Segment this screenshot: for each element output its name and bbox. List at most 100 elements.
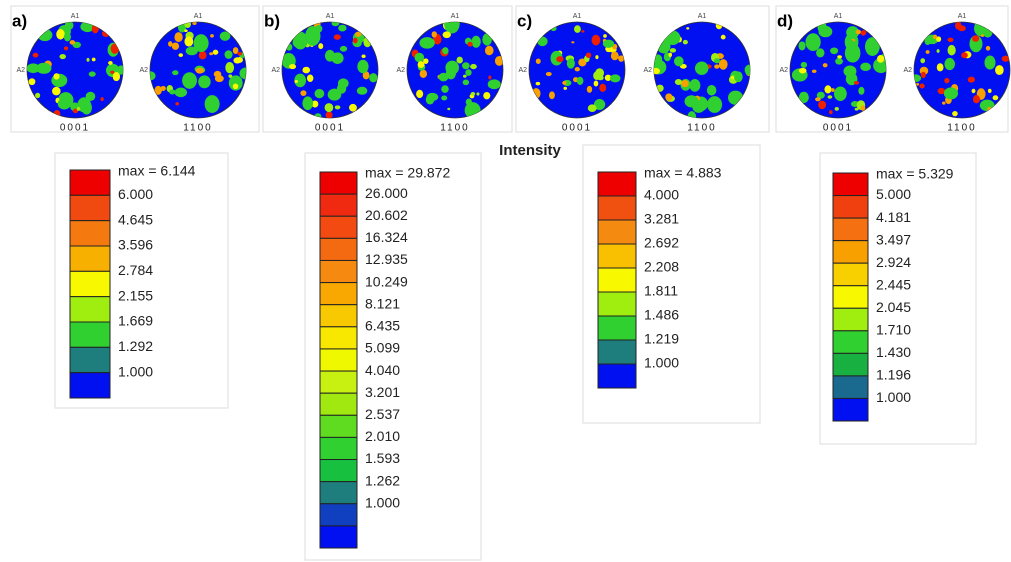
- texture-blob: [873, 57, 886, 74]
- level-label: 1.593: [365, 450, 400, 466]
- texture-blob: [937, 87, 946, 95]
- texture-blob: [593, 99, 606, 111]
- color-box: [69, 270, 111, 298]
- texture-blob: [288, 63, 297, 70]
- texture-blob: [920, 58, 926, 64]
- axis-label: A1: [958, 13, 967, 20]
- texture-blob: [618, 55, 625, 62]
- panel-label: d): [777, 11, 793, 30]
- texture-blob: [465, 69, 472, 76]
- texture-blob: [53, 73, 60, 80]
- texture: [791, 22, 886, 115]
- texture-blob: [419, 37, 435, 49]
- pole-figure-name: 1100: [947, 123, 977, 134]
- color-box: [319, 392, 358, 416]
- texture-blob: [943, 87, 959, 100]
- texture-blob: [578, 58, 587, 67]
- color-box: [319, 525, 358, 549]
- color-box: [69, 245, 111, 272]
- color-box: [319, 304, 358, 328]
- color-box: [319, 503, 358, 527]
- texture-blob: [305, 25, 321, 46]
- texture-blob: [947, 44, 956, 56]
- texture-blob: [865, 37, 880, 56]
- texture-blob: [936, 36, 942, 42]
- texture-blob: [302, 66, 311, 74]
- texture-blob: [972, 95, 980, 104]
- texture-blob: [720, 34, 726, 40]
- texture-blob: [185, 46, 198, 56]
- level-label: 4.040: [365, 362, 400, 378]
- texture-blob: [426, 92, 439, 102]
- texture-blob: [318, 43, 324, 50]
- texture-blob: [63, 32, 71, 42]
- texture-blob: [979, 99, 995, 112]
- texture-blob: [942, 101, 946, 105]
- texture-blob: [59, 53, 66, 60]
- axis-label: A1: [326, 13, 335, 20]
- color-box: [319, 459, 358, 483]
- texture-blob: [470, 91, 476, 96]
- pole-figure-name: 0001: [315, 123, 345, 134]
- color-box: [319, 259, 358, 284]
- texture-blob: [193, 34, 209, 52]
- texture-blob: [232, 83, 239, 90]
- color-box: [597, 339, 637, 365]
- texture-blob: [483, 91, 491, 100]
- texture-blob: [416, 89, 424, 99]
- texture-blob: [595, 55, 599, 60]
- texture-blob: [357, 59, 369, 74]
- texture-blob: [815, 97, 821, 102]
- texture-blob: [713, 58, 721, 64]
- texture-blob: [86, 57, 90, 62]
- texture-blob: [233, 57, 242, 64]
- color-box: [69, 296, 111, 323]
- level-label: 8.121: [365, 295, 400, 311]
- texture-blob: [576, 76, 584, 85]
- texture-blob: [314, 113, 322, 118]
- texture-blob: [860, 62, 872, 72]
- texture-blob: [665, 30, 681, 45]
- texture-blob: [566, 58, 575, 69]
- level-label: 2.692: [644, 235, 679, 251]
- color-box: [69, 321, 111, 348]
- texture-blob: [171, 42, 180, 50]
- level-label: 4.645: [118, 211, 153, 227]
- panel-frame: [515, 5, 770, 133]
- texture-blob: [574, 25, 581, 33]
- pole-figure-name: 1100: [183, 123, 213, 134]
- texture-blob: [818, 100, 827, 110]
- texture-blob: [63, 46, 69, 51]
- texture-blob: [150, 71, 156, 81]
- texture-blob: [816, 91, 825, 99]
- texture-blob: [947, 37, 954, 43]
- axis-label: A2: [271, 67, 280, 74]
- texture-blob: [604, 74, 612, 81]
- texture-blob: [438, 72, 449, 82]
- texture-blob: [488, 75, 492, 80]
- texture-blob: [361, 54, 366, 59]
- texture-blob: [334, 105, 341, 110]
- axis-label: A2: [396, 67, 405, 74]
- texture-blob: [494, 55, 503, 66]
- color-box: [597, 267, 637, 293]
- texture-blob: [952, 110, 958, 117]
- texture-blob: [855, 29, 861, 35]
- texture-blob: [462, 79, 470, 86]
- texture-blob: [734, 71, 743, 83]
- texture-blob: [971, 88, 976, 94]
- color-box: [319, 215, 358, 239]
- level-label: 10.249: [365, 273, 408, 289]
- texture-blob: [847, 40, 856, 50]
- texture-blob: [210, 34, 214, 38]
- texture-blob: [673, 56, 684, 67]
- max-label: max = 5.329: [876, 166, 954, 182]
- texture-blob: [35, 92, 41, 99]
- texture-blob: [936, 49, 940, 53]
- level-label: 20.602: [365, 207, 408, 223]
- texture-blob: [324, 49, 335, 62]
- level-label: 1.000: [118, 363, 153, 379]
- texture-blob: [484, 45, 494, 56]
- texture-blob: [798, 41, 806, 51]
- axis-label: A2: [903, 67, 912, 74]
